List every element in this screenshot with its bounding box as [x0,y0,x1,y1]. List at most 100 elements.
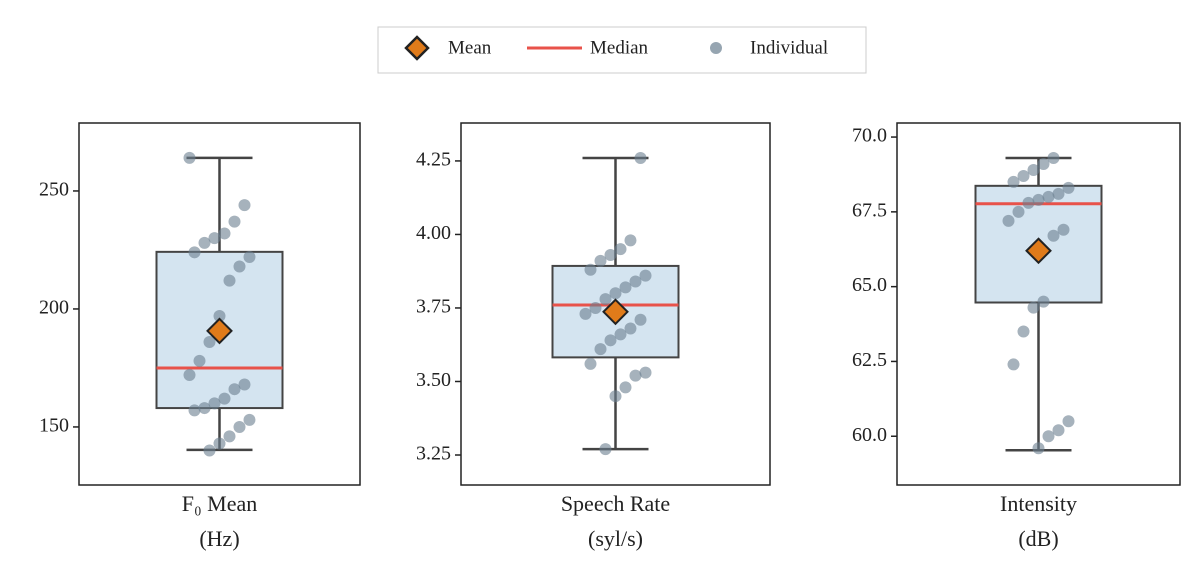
individual-point [584,357,597,370]
individual-point [223,274,236,287]
individual-point [1032,193,1045,206]
individual-point [619,281,632,294]
y-tick-label: 67.5 [852,199,887,221]
y-tick-label: 200 [39,297,69,319]
individual-point [183,151,196,164]
individual-point [218,392,231,405]
individual-point [218,227,231,240]
individual-point [213,310,226,323]
individual-point [1042,190,1055,203]
individual-point [589,301,602,314]
legend-mean-marker [404,35,430,61]
individual-point [1017,169,1030,182]
individual-point [243,251,256,264]
individual-point [584,263,597,276]
individual-point [243,413,256,426]
individual-point [183,369,196,382]
individual-point [1062,181,1075,194]
plot-frame [460,122,771,486]
legend-label: Individual [750,37,828,58]
individual-point [1012,205,1025,218]
individual-point [1022,196,1035,209]
individual-point [188,246,201,259]
individual-point [1062,415,1075,428]
individual-point [624,322,637,335]
individual-point [609,390,622,403]
individual-point [614,328,627,341]
x-axis-label: Speech Rate [561,491,670,516]
individual-point [609,287,622,300]
legend-label: Median [590,37,649,58]
individual-point [198,402,211,415]
individual-point [599,443,612,456]
individual-point [1027,163,1040,176]
individual-point [193,354,206,367]
individual-point [634,151,647,164]
individual-point [1047,229,1060,242]
individual-point [619,381,632,394]
individual-point [1032,442,1045,455]
individual-point [203,444,216,457]
y-tick-label: 3.50 [416,369,451,391]
individual-point [1027,301,1040,314]
y-tick-label: 4.00 [416,222,451,244]
individual-point [604,334,617,347]
individual-point [594,343,607,356]
individual-point [1002,214,1015,227]
individual-point [1037,295,1050,308]
y-tick-label: 65.0 [852,274,887,296]
individual-point [1042,430,1055,443]
individual-point [1052,187,1065,200]
mean-marker [602,298,629,326]
individual-point [639,269,652,282]
individual-point [188,404,201,417]
y-tick-label: 70.0 [852,125,887,147]
x-axis-label: (Hz) [199,526,239,551]
individual-point [634,313,647,326]
x-axis-label: (dB) [1018,526,1058,551]
mean-marker [1025,237,1052,265]
individual-point [213,437,226,450]
individual-point [624,234,637,247]
individual-point [1047,152,1060,165]
individual-point [198,236,211,249]
individual-point [594,254,607,267]
individual-point [208,397,221,410]
legend: Mean Median Individual [377,26,867,74]
individual-point [639,366,652,379]
y-tick-label: 60.0 [852,424,887,446]
individual-point [604,249,617,262]
x-axis-label: (syl/s) [588,526,643,551]
y-tick-label: 62.5 [852,349,887,371]
individual-point [238,378,251,391]
individual-point [1007,175,1020,188]
y-tick-label: 3.75 [416,296,451,318]
individual-point [233,260,246,273]
legend-point-marker [710,42,722,54]
plot-frame [896,122,1181,486]
individual-point [1007,358,1020,371]
mean-marker [206,317,233,345]
individual-point [1037,157,1050,170]
individual-point [1052,424,1065,437]
x-axis-label: Intensity [1000,491,1077,516]
legend-frame [377,26,867,74]
individual-point [238,199,251,212]
individual-point [629,275,642,288]
individual-point [228,383,241,396]
individual-point [203,335,216,348]
y-tick-label: 4.25 [416,149,451,171]
x-axis-label: F₀ Mean [182,491,258,516]
individual-point [223,430,236,443]
individual-point [1057,223,1070,236]
legend-label: Mean [448,37,492,58]
individual-point [614,243,627,256]
individual-point [1017,325,1030,338]
y-tick-label: 150 [39,415,69,437]
y-tick-label: 3.25 [416,443,451,465]
individual-point [228,215,241,228]
y-tick-label: 250 [39,179,69,201]
plot-frame [78,122,361,486]
individual-point [233,420,246,433]
